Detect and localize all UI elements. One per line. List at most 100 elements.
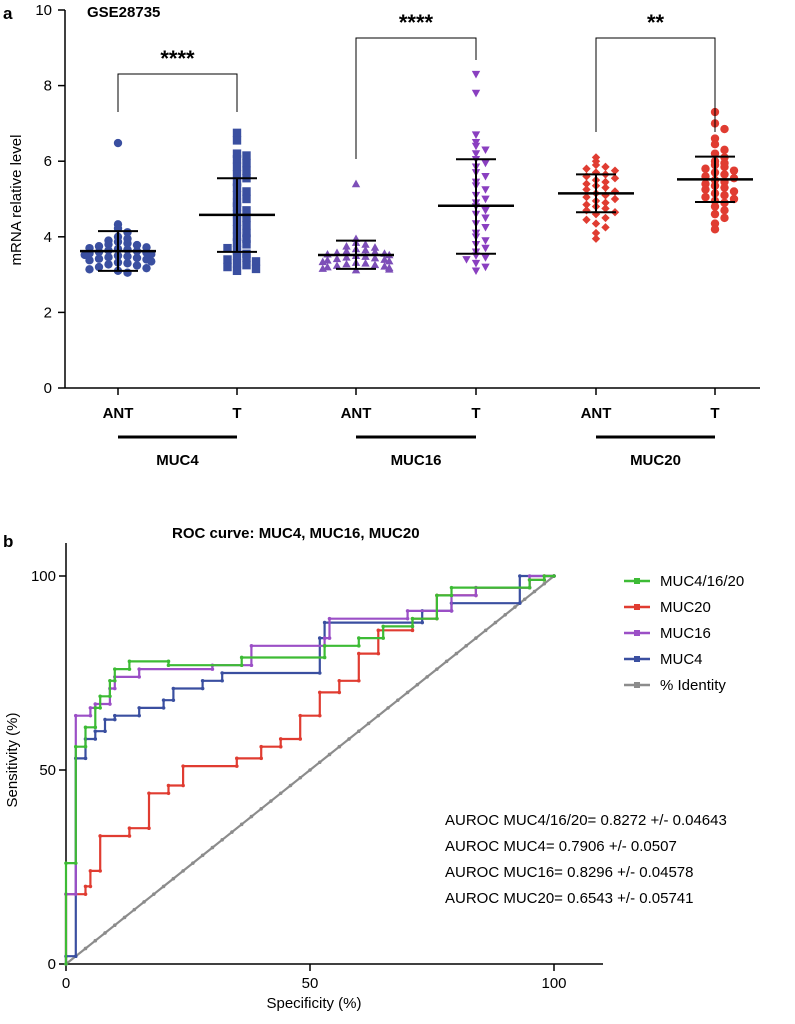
data-point bbox=[370, 247, 380, 256]
data-point bbox=[251, 264, 261, 274]
roc-point bbox=[298, 713, 303, 718]
data-point bbox=[481, 254, 490, 262]
roc-point bbox=[518, 574, 522, 578]
data-point bbox=[720, 162, 729, 172]
panel-b-letter: b bbox=[3, 532, 13, 551]
data-point bbox=[232, 128, 242, 138]
data-point bbox=[481, 263, 490, 272]
panel-a-letter: a bbox=[3, 4, 13, 23]
roc-point bbox=[415, 682, 420, 687]
panel-a: a GSE28735 mRNA relative level 0 2 4 6 8 10 A… bbox=[3, 2, 760, 469]
roc-point bbox=[376, 651, 381, 656]
y-tick-label: 2 bbox=[44, 304, 52, 321]
data-point bbox=[123, 239, 132, 248]
significance-bracket bbox=[117, 73, 238, 112]
roc-point bbox=[113, 923, 117, 927]
roc-point bbox=[113, 678, 117, 683]
roc-point bbox=[513, 605, 517, 609]
data-point bbox=[223, 243, 232, 253]
data-point bbox=[471, 267, 481, 276]
roc-point bbox=[161, 884, 166, 889]
data-point bbox=[251, 257, 261, 266]
data-point bbox=[370, 260, 380, 269]
roc-point bbox=[288, 783, 293, 788]
data-point bbox=[471, 150, 481, 158]
roc-point bbox=[113, 713, 117, 718]
data-point bbox=[342, 246, 351, 255]
roc-point bbox=[235, 756, 239, 761]
roc-point bbox=[249, 663, 254, 668]
roc-point bbox=[381, 624, 386, 629]
roc-point bbox=[220, 838, 224, 842]
roc-point bbox=[449, 593, 454, 598]
roc-point bbox=[220, 678, 224, 683]
roc-point bbox=[166, 663, 171, 668]
data-point bbox=[385, 265, 394, 273]
roc-point bbox=[166, 659, 171, 664]
panel-a-title: GSE28735 bbox=[87, 4, 160, 21]
roc-point bbox=[532, 589, 537, 594]
data-point bbox=[601, 183, 610, 192]
roc-point bbox=[113, 717, 117, 722]
roc-point bbox=[88, 706, 93, 710]
roc-point bbox=[317, 671, 322, 675]
data-point bbox=[242, 240, 251, 249]
data-point bbox=[701, 185, 710, 194]
roc-point bbox=[493, 620, 498, 625]
roc-point bbox=[396, 698, 400, 702]
roc-point bbox=[200, 686, 205, 691]
roc-point bbox=[322, 620, 327, 625]
data-point bbox=[601, 204, 610, 213]
data-point bbox=[94, 262, 104, 272]
roc-point bbox=[464, 644, 468, 648]
data-point bbox=[132, 240, 142, 250]
roc-point bbox=[88, 713, 93, 718]
legend-swatch-marker bbox=[634, 656, 640, 662]
roc-point bbox=[410, 616, 415, 621]
panel-a-y-ticks: 0 2 4 6 8 10 bbox=[35, 2, 65, 397]
data-point bbox=[729, 166, 739, 175]
data-point bbox=[601, 213, 610, 223]
data-point bbox=[232, 266, 242, 276]
data-point bbox=[232, 136, 242, 145]
roc-point bbox=[98, 694, 102, 699]
data-point bbox=[123, 252, 132, 261]
roc-point bbox=[366, 721, 371, 726]
data-point bbox=[720, 183, 729, 192]
roc-point bbox=[454, 651, 459, 656]
roc-point bbox=[108, 702, 112, 706]
data-point bbox=[361, 259, 370, 267]
data-point bbox=[462, 256, 471, 264]
data-point bbox=[232, 155, 242, 164]
data-point bbox=[582, 179, 591, 189]
data-point bbox=[582, 215, 591, 224]
significance-label: **** bbox=[399, 10, 434, 35]
roc-point bbox=[518, 601, 522, 605]
x-tick-label: 100 bbox=[541, 975, 566, 992]
data-point bbox=[481, 186, 490, 194]
data-point bbox=[610, 174, 620, 183]
roc-point bbox=[474, 593, 478, 598]
roc-point bbox=[98, 834, 102, 838]
data-point bbox=[471, 259, 481, 268]
significance-bracket bbox=[355, 37, 477, 159]
roc-point bbox=[93, 938, 98, 943]
roc-point bbox=[357, 636, 361, 640]
data-point bbox=[481, 159, 490, 168]
data-point bbox=[471, 89, 481, 98]
data-point bbox=[701, 192, 710, 202]
roc-point bbox=[127, 826, 132, 830]
data-point bbox=[123, 268, 132, 277]
roc-point bbox=[435, 593, 439, 598]
roc-point bbox=[93, 702, 98, 706]
roc-point bbox=[127, 667, 132, 671]
roc-point bbox=[347, 737, 351, 741]
data-point bbox=[342, 242, 351, 250]
roc-point bbox=[337, 744, 342, 749]
significance-bracket bbox=[595, 37, 716, 132]
roc-point bbox=[322, 636, 327, 640]
data-point bbox=[710, 209, 720, 219]
roc-point bbox=[405, 616, 410, 621]
data-point bbox=[342, 253, 351, 261]
roc-point bbox=[210, 667, 215, 671]
